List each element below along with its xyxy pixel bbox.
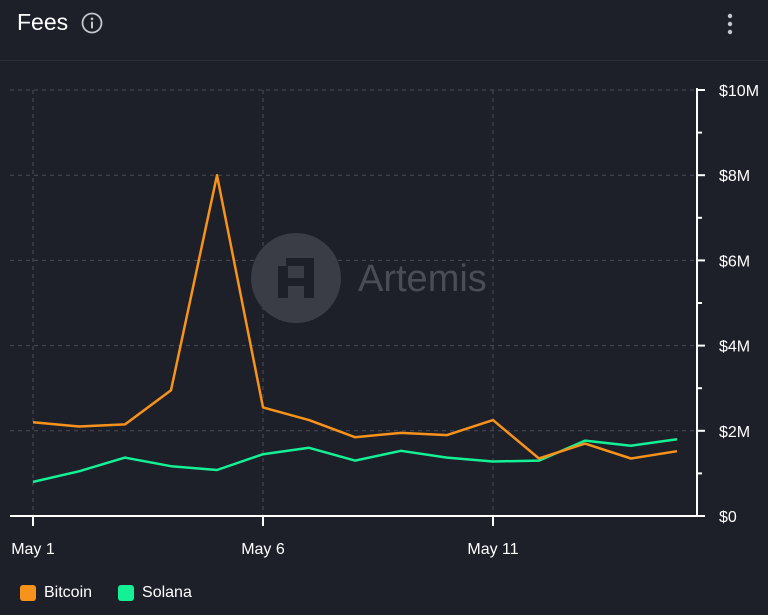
legend-label-bitcoin: Bitcoin — [44, 584, 93, 601]
x-tick-label: May 6 — [241, 541, 285, 558]
y-tick-label: $4M — [719, 339, 750, 356]
legend-swatch-bitcoin — [20, 585, 36, 601]
legend-item-solana[interactable]: Solana — [118, 584, 192, 602]
more-vertical-icon[interactable] — [722, 12, 738, 36]
y-tick-label: $10M — [719, 83, 759, 100]
watermark-text: Artemis — [358, 258, 487, 300]
x-tick-label: May 1 — [11, 541, 55, 558]
legend-swatch-solana — [118, 585, 135, 601]
line-chart: Artemis $0 $2M $4M $6M $8M $10M May 1 May 6 May … — [10, 83, 759, 558]
artemis-watermark: Artemis — [251, 233, 487, 323]
info-icon[interactable] — [81, 12, 103, 34]
legend: Bitcoin Solana — [20, 584, 192, 602]
grid-lines — [10, 89, 697, 516]
chart-title: Fees — [17, 9, 69, 35]
series-line-bitcoin[interactable] — [32, 173, 678, 460]
series-lines — [32, 173, 678, 484]
y-tick-label: $0 — [719, 509, 737, 526]
y-tick-label: $2M — [719, 424, 750, 441]
legend-item-bitcoin[interactable]: Bitcoin — [20, 584, 92, 602]
axes: $0 $2M $4M $6M $8M $10M May 1 May 6 May 11 — [10, 83, 759, 558]
y-tick-label: $6M — [719, 253, 750, 270]
chart-header: Fees — [0, 0, 768, 61]
legend-label-solana: Solana — [142, 584, 192, 601]
artemis-logo-mark — [278, 258, 314, 298]
y-tick-label: $8M — [719, 168, 750, 185]
x-tick-label: May 11 — [467, 541, 518, 558]
